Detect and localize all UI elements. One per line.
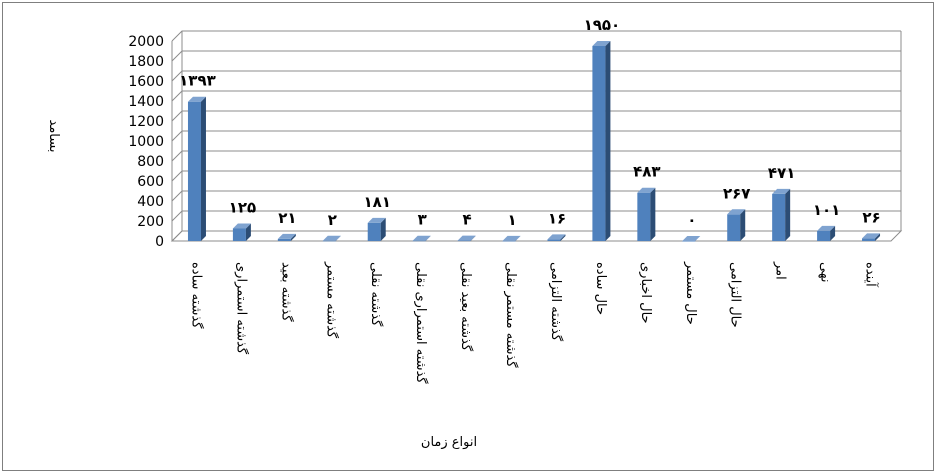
bar bbox=[727, 209, 746, 241]
gridline bbox=[171, 30, 901, 42]
bar bbox=[547, 234, 566, 241]
data-label: ۳ bbox=[418, 211, 427, 229]
x-category-label: حال اخباری bbox=[638, 262, 653, 324]
gridline bbox=[171, 50, 901, 62]
gridline bbox=[171, 190, 901, 202]
gridline bbox=[171, 70, 901, 82]
y-tick-label: 1000 bbox=[128, 134, 164, 150]
bar bbox=[457, 235, 476, 242]
data-label: ۱۶ bbox=[548, 209, 566, 227]
bar bbox=[592, 41, 611, 241]
x-category-label: حال التزامی bbox=[728, 262, 743, 328]
bar bbox=[232, 223, 251, 241]
bar bbox=[862, 233, 881, 241]
data-label: ۲۱ bbox=[278, 209, 296, 227]
y-tick-label: 1400 bbox=[128, 94, 164, 110]
bars bbox=[187, 41, 881, 242]
x-category-label: گذشته بعید نقلی bbox=[458, 262, 474, 352]
y-tick-labels: 0 200 400 600 800 1000 1200 1400 1600 1800 2000 bbox=[128, 34, 164, 250]
y-axis-title: بسامد bbox=[46, 120, 61, 153]
bar bbox=[187, 96, 206, 241]
x-category-label: گذشته بعید bbox=[278, 262, 294, 322]
data-label: ۱۲۵ bbox=[229, 199, 256, 217]
x-category-label: گذشته مستمر bbox=[323, 261, 339, 339]
gridline bbox=[171, 150, 901, 162]
x-category-label: نهی bbox=[818, 262, 833, 282]
y-tick-label: 800 bbox=[137, 154, 164, 170]
data-label: ۴۸۳ bbox=[633, 163, 660, 181]
x-category-label: گذشته التزامی bbox=[548, 262, 564, 342]
data-label: ۱ bbox=[507, 211, 516, 229]
bar bbox=[322, 235, 341, 242]
bar bbox=[637, 187, 656, 241]
data-label: ۴۷۱ bbox=[768, 164, 795, 182]
data-label: ۲ bbox=[328, 211, 337, 229]
data-label: ۱۳۹۳ bbox=[179, 72, 216, 90]
data-labels: ۱۳۹۳ ۱۲۵ ۲۱ ۲ ۱۸۱ ۳ ۴ ۱ ۱۶ ۱۹۵۰ ۴۸۳ ۰ ۲۶۷ ۴۷۱ ۱۰۱ ۲۶ bbox=[179, 16, 881, 229]
x-category-labels: گذشته ساده گذشته استمراری گذشته بعید گذشته … bbox=[188, 261, 879, 384]
y-tick-label: 1200 bbox=[128, 114, 164, 130]
x-category-label: گذشته استمراری نقلی bbox=[413, 262, 429, 384]
y-tick-label: 2000 bbox=[128, 34, 164, 50]
x-category-label: حال ساده bbox=[593, 262, 608, 315]
x-category-label: گذشته نقلی bbox=[368, 262, 384, 327]
chart-floor bbox=[170, 230, 903, 242]
bar bbox=[502, 235, 521, 242]
bar bbox=[412, 235, 431, 242]
y-tick-label: 400 bbox=[137, 194, 164, 210]
data-label: ۱۸۱ bbox=[363, 193, 390, 211]
x-category-label: گذشته ساده bbox=[188, 262, 204, 329]
x-axis-title: انواع زمان bbox=[421, 435, 477, 450]
x-category-label: گذشته استمراری bbox=[233, 262, 249, 355]
x-category-label: گذشته مستمر نقلی bbox=[503, 262, 519, 368]
y-tick-label: 0 bbox=[155, 234, 164, 250]
data-label: ۱۹۵۰ bbox=[584, 16, 621, 34]
y-tick-label: 1600 bbox=[128, 74, 164, 90]
data-label: ۲۶۷ bbox=[723, 184, 750, 202]
x-category-label: حال مستمر bbox=[683, 261, 698, 325]
x-category-label: آینده bbox=[863, 262, 880, 288]
gridline bbox=[171, 110, 901, 122]
gridline bbox=[171, 130, 901, 142]
data-label: ۲۶ bbox=[862, 208, 880, 226]
bar bbox=[277, 233, 296, 241]
data-label: ۱۰۱ bbox=[813, 201, 840, 219]
gridline bbox=[171, 90, 901, 102]
y-tick-label: 600 bbox=[137, 174, 164, 190]
y-tick-label: 200 bbox=[137, 214, 164, 230]
axes bbox=[170, 31, 903, 242]
y-tick-label: 1800 bbox=[128, 54, 164, 70]
x-category-label: امر bbox=[773, 261, 788, 280]
bar bbox=[682, 236, 701, 242]
data-label: ۰ bbox=[687, 211, 696, 229]
bar bbox=[772, 188, 791, 241]
data-label: ۴ bbox=[463, 211, 472, 229]
bar bbox=[367, 217, 386, 241]
bar bbox=[817, 225, 836, 241]
